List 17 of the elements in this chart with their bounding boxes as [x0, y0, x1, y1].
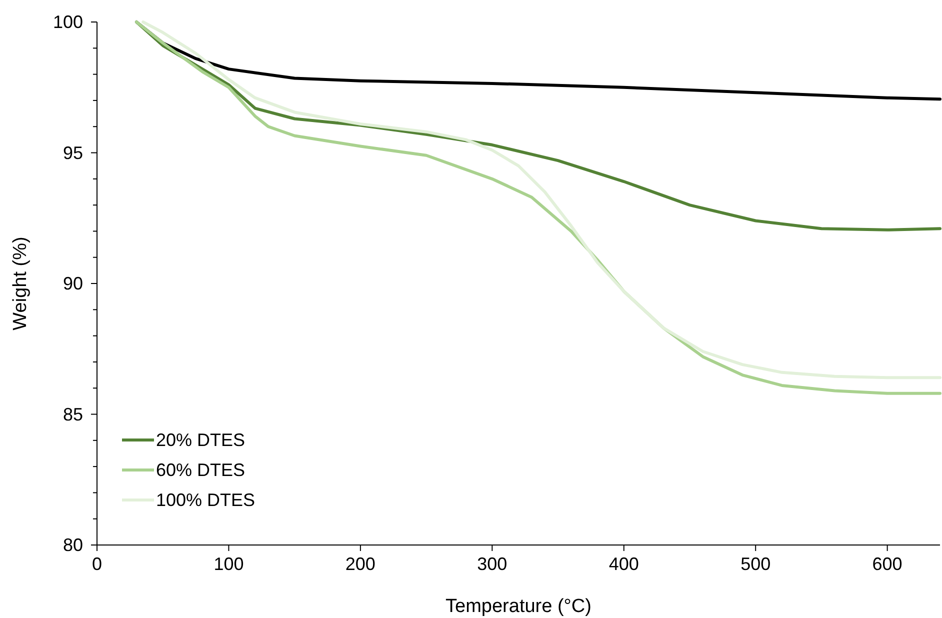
y-axis-title: Weight (%) — [10, 236, 31, 330]
y-tick-label: 90 — [62, 274, 83, 294]
legend-label: 20% DTES — [156, 430, 246, 450]
x-tick-label: 0 — [92, 554, 102, 574]
x-tick-label: 200 — [345, 554, 376, 574]
y-tick-label: 95 — [62, 142, 83, 163]
y-tick-label: 100 — [52, 12, 83, 32]
legend-label: 60% DTES — [156, 460, 246, 480]
x-tick-label: 400 — [608, 554, 639, 574]
x-tick-label: 500 — [740, 554, 771, 574]
x-tick-label: 600 — [872, 554, 902, 574]
y-tick-label: 80 — [62, 535, 83, 555]
legend-label: 100% DTES — [156, 490, 256, 510]
x-tick-label: 300 — [477, 554, 508, 574]
x-tick-label: 100 — [214, 554, 244, 574]
x-axis-title: Temperature (°C) — [446, 596, 592, 617]
y-tick-label: 85 — [62, 404, 83, 424]
